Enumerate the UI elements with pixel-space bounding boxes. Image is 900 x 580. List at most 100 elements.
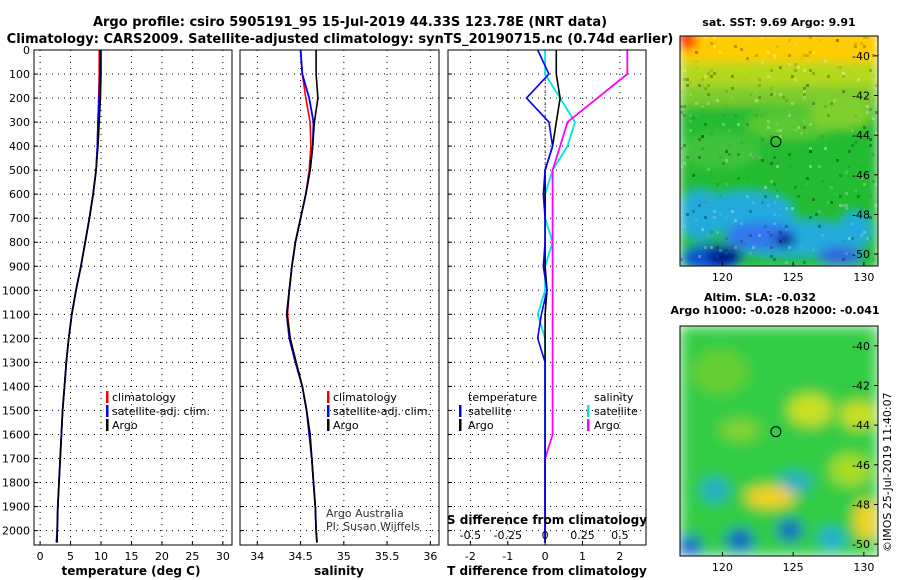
temperature-legend: climatology satellite-adj. clim. Argo xyxy=(106,391,210,432)
map-lat-label: -42 xyxy=(852,379,870,392)
x-tick-label: 30 xyxy=(216,550,230,563)
series-satellite-line xyxy=(55,49,102,543)
legend-climatology-swatch xyxy=(327,391,330,403)
sla-map-panel: Altim. SLA: -0.032 Argo h1000: -0.028 h2… xyxy=(670,291,879,574)
sst-map-image xyxy=(680,36,878,266)
depth-tick-label: 400 xyxy=(9,140,30,153)
temperature-xlabel: temperature (deg C) xyxy=(62,564,201,578)
legend-argo-swatch xyxy=(327,419,330,431)
depth-tick-label: 300 xyxy=(9,116,30,129)
legend-s-satellite-swatch xyxy=(587,405,590,417)
x-tick-label: -2 xyxy=(465,550,476,563)
difference-legend: temperature satellite Argo salinity sate… xyxy=(459,391,638,432)
argo-location-marker xyxy=(770,136,782,148)
x-tick-label: 25 xyxy=(185,550,199,563)
x-tick-label: 10 xyxy=(94,550,108,563)
x-tick-label: 36 xyxy=(423,550,437,563)
imos-watermark: ©IMOS 25-Jul-2019 11:40:07 xyxy=(881,392,894,552)
x-tick-label: 34.5 xyxy=(288,550,313,563)
legend-satellite-label: satellite-adj. clim. xyxy=(333,405,431,418)
sst-map-panel: sat. SST: 9.69 Argo: 9.91 xyxy=(679,16,879,284)
x-tick-label: 34 xyxy=(250,550,264,563)
sla-map-frame xyxy=(679,325,879,557)
legend-t-argo-label: Argo xyxy=(468,419,494,432)
depth-tick-label: 1300 xyxy=(2,356,30,369)
legend-temperature-head: temperature xyxy=(468,391,537,404)
depth-tick-label: 1000 xyxy=(2,284,30,297)
depth-tick-label: 200 xyxy=(9,92,30,105)
depth-tick-label: 0 xyxy=(23,44,30,57)
x-tick-label: 1 xyxy=(579,550,586,563)
series-climatology-line xyxy=(55,50,100,543)
depth-tick-label: 2000 xyxy=(2,525,30,538)
temperature-panel-frame xyxy=(33,49,233,546)
argo-location-marker xyxy=(770,426,782,438)
sla-map-title-1: Altim. SLA: -0.032 xyxy=(704,291,816,304)
map-lon-label: 120 xyxy=(712,271,733,284)
s-difference-label: S difference from climatology xyxy=(447,513,647,527)
map-lat-label: -42 xyxy=(852,89,870,102)
map-lat-label: -40 xyxy=(852,50,870,63)
depth-tick-label: 1700 xyxy=(2,452,30,465)
depth-tick-label: 500 xyxy=(9,164,30,177)
s-diff-tick-label: -0.25 xyxy=(494,529,522,542)
map-lat-label: -46 xyxy=(852,169,870,182)
depth-tick-label: 1900 xyxy=(2,501,30,514)
depth-tick-label: 600 xyxy=(9,188,30,201)
legend-argo-swatch xyxy=(106,419,109,431)
map-lon-label: 130 xyxy=(853,561,874,574)
legend-satellite-swatch xyxy=(106,405,109,417)
map-lat-label: -50 xyxy=(852,538,870,551)
legend-argo-label: Argo xyxy=(333,419,359,432)
depth-tick-label: 100 xyxy=(9,68,30,81)
salinity-legend: climatology satellite-adj. clim. Argo xyxy=(327,391,431,432)
x-tick-label: 2 xyxy=(616,550,623,563)
sst-map-title: sat. SST: 9.69 Argo: 9.91 xyxy=(702,16,855,29)
legend-s-satellite-label: satellite xyxy=(594,405,638,418)
depth-tick-label: 1500 xyxy=(2,404,30,417)
s-diff-tick-label: 0.25 xyxy=(570,529,595,542)
x-tick-label: -1 xyxy=(502,550,513,563)
series-s-argo-line xyxy=(544,50,629,543)
depth-tick-label: 1800 xyxy=(2,477,30,490)
map-lon-label: 125 xyxy=(783,561,804,574)
legend-s-argo-label: Argo xyxy=(594,419,620,432)
sst-pixel-texture xyxy=(680,36,878,264)
legend-climatology-label: climatology xyxy=(333,391,397,404)
credit-line-1: Argo Australia xyxy=(326,507,404,520)
legend-satellite-label: satellite-adj. clim. xyxy=(112,405,210,418)
x-tick-label: 20 xyxy=(155,550,169,563)
t-difference-xlabel: T difference from climatology xyxy=(447,564,647,578)
series-argo-line xyxy=(56,50,102,543)
map-lat-label: -48 xyxy=(852,498,870,511)
legend-salinity-head: salinity xyxy=(594,391,634,404)
credit-line-2: PI: Susan Wijffels xyxy=(326,520,420,533)
legend-t-argo-swatch xyxy=(459,419,462,431)
s-diff-tick-label: 0.5 xyxy=(611,529,629,542)
x-tick-label: 35.5 xyxy=(375,550,400,563)
legend-climatology-swatch xyxy=(106,391,109,403)
sst-map-frame xyxy=(679,35,879,267)
temperature-profile-panel: 0 5 10 15 20 25 300100200300400500600700800900… xyxy=(2,44,233,578)
map-lon-label: 125 xyxy=(783,271,804,284)
difference-panel-frame xyxy=(447,49,647,546)
depth-tick-label: 1400 xyxy=(2,380,30,393)
depth-tick-label: 800 xyxy=(9,236,30,249)
depth-tick-label: 1600 xyxy=(2,428,30,441)
map-lat-label: -48 xyxy=(852,208,870,221)
legend-t-satellite-swatch xyxy=(459,405,462,417)
salinity-panel-frame xyxy=(239,49,440,546)
salinity-xlabel: salinity xyxy=(314,564,364,578)
map-lat-label: -40 xyxy=(852,340,870,353)
map-lon-label: 130 xyxy=(853,271,874,284)
depth-tick-label: 1100 xyxy=(2,308,30,321)
series-argo-line xyxy=(285,50,319,543)
series-t-satellite-line xyxy=(525,49,554,543)
x-tick-label: 0 xyxy=(37,550,44,563)
map-lon-label: 120 xyxy=(712,561,733,574)
legend-satellite-swatch xyxy=(327,405,330,417)
depth-tick-label: 700 xyxy=(9,212,30,225)
depth-tick-label: 900 xyxy=(9,260,30,273)
map-lat-label: -50 xyxy=(852,248,870,261)
